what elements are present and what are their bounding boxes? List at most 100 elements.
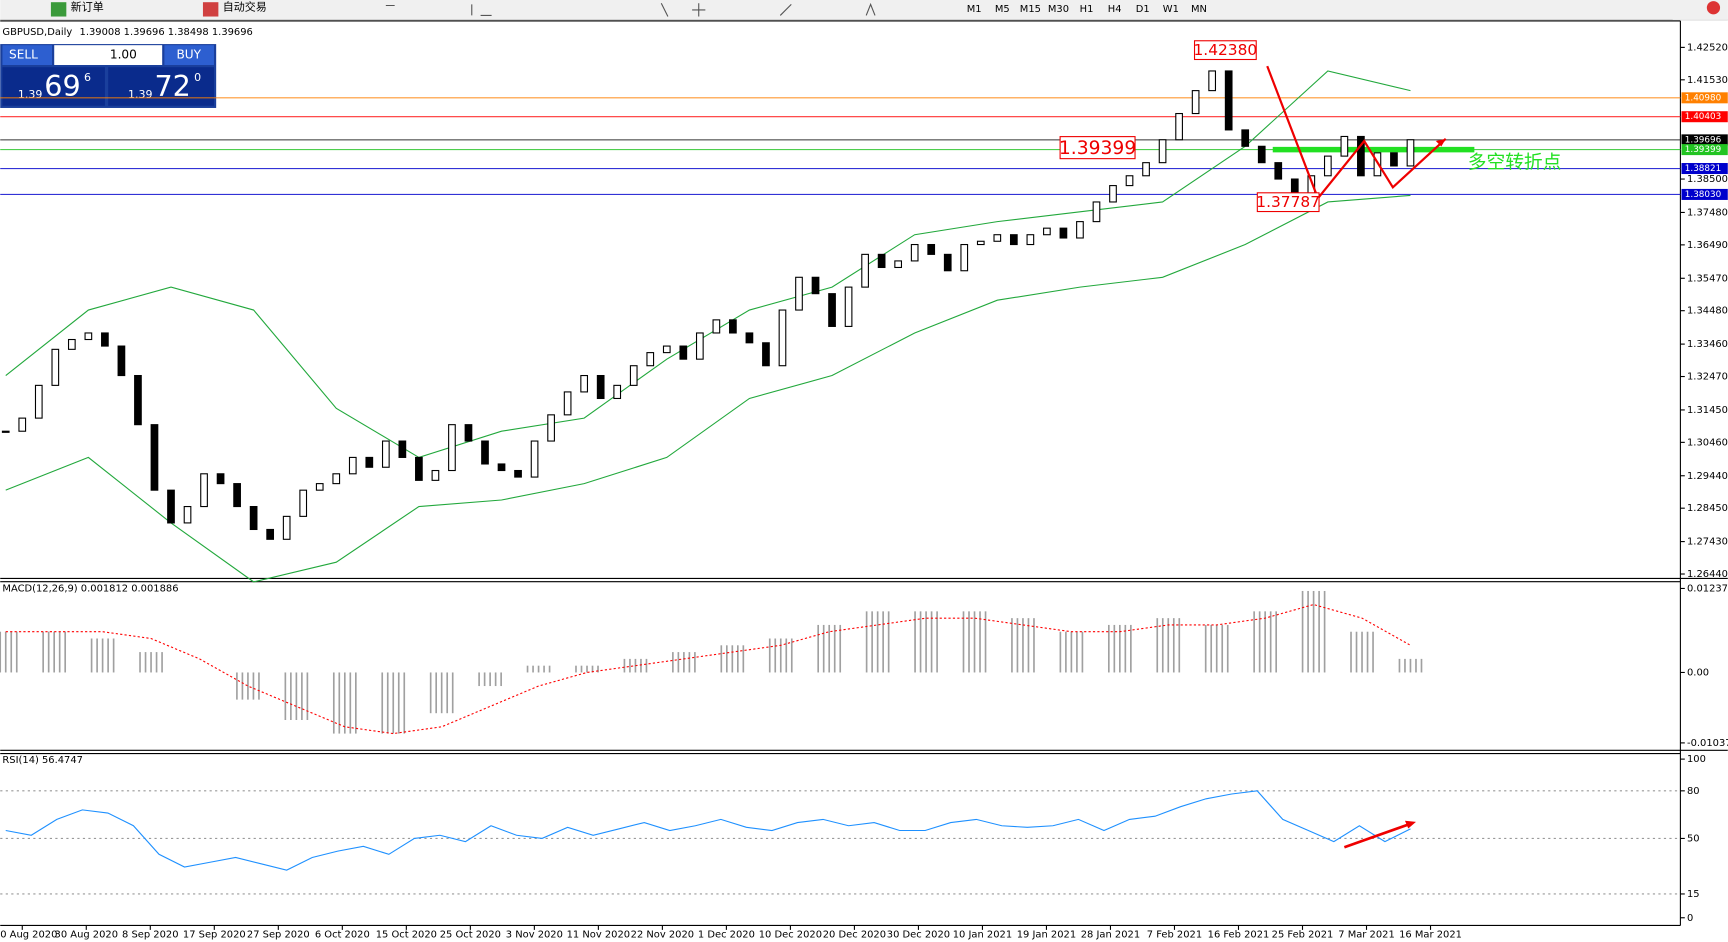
x-tick-label: 30 Aug 2020 bbox=[55, 929, 118, 940]
x-tick-label: 10 Jan 2021 bbox=[953, 929, 1012, 940]
timeframe-button[interactable]: M15 bbox=[1020, 4, 1041, 15]
candle bbox=[877, 253, 886, 269]
candle bbox=[1092, 201, 1101, 223]
x-tick-label: 16 Mar 2021 bbox=[1399, 929, 1462, 940]
auto-trading-button[interactable]: 自动交易 bbox=[223, 0, 267, 14]
y-tick-label: -0.010374 bbox=[1687, 738, 1728, 749]
timeframe-button[interactable]: MN bbox=[1191, 4, 1207, 15]
candle bbox=[1142, 162, 1150, 177]
new-order-button[interactable]: 新订单 bbox=[71, 0, 104, 14]
y-tick-label: 0 bbox=[1687, 913, 1693, 924]
y-tick-label: 50 bbox=[1687, 833, 1700, 844]
candle bbox=[299, 489, 308, 517]
buy-label[interactable]: BUY bbox=[177, 48, 202, 62]
candle bbox=[1009, 234, 1018, 246]
arrow-head bbox=[1404, 820, 1416, 829]
candle bbox=[1406, 139, 1415, 167]
candle bbox=[861, 253, 869, 288]
sell-price-big[interactable]: 1.39 bbox=[18, 88, 42, 101]
candle bbox=[976, 240, 985, 246]
candle bbox=[1175, 112, 1183, 141]
x-tick-label: 30 Dec 2020 bbox=[887, 929, 950, 940]
candle bbox=[1208, 70, 1217, 92]
x-tick-label: 19 Jan 2021 bbox=[1017, 929, 1076, 940]
candle bbox=[514, 469, 522, 478]
x-tick-label: 7 Mar 2021 bbox=[1338, 929, 1395, 940]
buy-price-big[interactable]: 1.39 bbox=[128, 88, 152, 101]
buy-price-point[interactable]: 0 bbox=[194, 71, 201, 84]
tool-icons bbox=[385, 2, 876, 17]
candle bbox=[216, 473, 225, 485]
candle bbox=[51, 348, 60, 386]
x-tick-label: 25 Oct 2020 bbox=[440, 929, 501, 940]
candle bbox=[398, 440, 407, 458]
sell-label[interactable]: SELL bbox=[9, 48, 38, 62]
y-tick-label: 1.41530 bbox=[1687, 75, 1728, 86]
candle bbox=[745, 332, 754, 344]
y-tick-label: 1.36490 bbox=[1687, 240, 1728, 251]
candle bbox=[150, 424, 159, 491]
level-tag bbox=[1681, 111, 1728, 123]
candle bbox=[1323, 155, 1332, 177]
timeframe-button[interactable]: M5 bbox=[995, 4, 1010, 15]
x-tick-label: 10 Dec 2020 bbox=[759, 929, 822, 940]
trend-arrow bbox=[1343, 821, 1414, 849]
notification-badge[interactable] bbox=[1706, 1, 1721, 15]
x-tick-label: 3 Nov 2020 bbox=[506, 929, 563, 940]
x-tick-label: 22 Nov 2020 bbox=[631, 929, 694, 940]
candle bbox=[943, 253, 952, 272]
y-tick-label: 1.29440 bbox=[1687, 471, 1728, 482]
sell-button[interactable] bbox=[2, 45, 53, 66]
candle bbox=[1076, 221, 1084, 239]
buy-button[interactable] bbox=[164, 45, 214, 66]
candle bbox=[795, 276, 803, 311]
timeframe-button[interactable]: M30 bbox=[1048, 4, 1069, 15]
candle bbox=[547, 414, 555, 442]
auto-trading-icon[interactable] bbox=[202, 2, 219, 17]
y-tick-label: 1.33460 bbox=[1687, 339, 1728, 350]
y-tick-label: 1.27430 bbox=[1687, 537, 1728, 548]
timeframe-button[interactable]: H1 bbox=[1080, 4, 1094, 15]
candle bbox=[762, 342, 770, 367]
candle bbox=[18, 417, 27, 432]
y-tick-label: 15 bbox=[1687, 889, 1700, 900]
candle bbox=[1274, 162, 1283, 180]
candle bbox=[497, 463, 506, 472]
drawing-tools bbox=[385, 2, 876, 17]
lots-input[interactable] bbox=[54, 45, 163, 66]
buy-price-box[interactable] bbox=[108, 67, 214, 106]
y-tick-label: 1.35470 bbox=[1687, 273, 1728, 284]
timeframe-button[interactable]: H4 bbox=[1108, 4, 1122, 15]
y-tick-label: 1.42520 bbox=[1687, 42, 1728, 53]
candle bbox=[448, 424, 456, 472]
candle bbox=[1059, 227, 1068, 239]
lots-value[interactable]: 1.00 bbox=[110, 48, 137, 62]
sell-price-box[interactable] bbox=[2, 67, 105, 106]
timeframe-button[interactable]: M1 bbox=[967, 4, 982, 15]
new-order-icon[interactable] bbox=[50, 2, 67, 17]
toolbar bbox=[0, 0, 1728, 20]
x-tick-label: 15 Oct 2020 bbox=[376, 929, 437, 940]
candle bbox=[1357, 135, 1365, 177]
pivot-label: 1.39399 bbox=[1059, 138, 1136, 159]
x-tick-label: 7 Feb 2021 bbox=[1147, 929, 1202, 940]
candle bbox=[1257, 145, 1266, 164]
timeframe-button[interactable]: W1 bbox=[1163, 4, 1179, 15]
candle bbox=[613, 384, 622, 400]
y-tick-label: 1.30460 bbox=[1687, 437, 1728, 448]
candle bbox=[348, 456, 357, 475]
timeframe-button[interactable]: D1 bbox=[1136, 4, 1150, 15]
candle bbox=[1158, 139, 1167, 164]
sell-price-point[interactable]: 6 bbox=[84, 71, 91, 84]
level-tag bbox=[1681, 188, 1728, 200]
pivot-box bbox=[1059, 136, 1136, 160]
y-tick-label: 100 bbox=[1687, 754, 1706, 765]
x-tick-label: 11 Nov 2020 bbox=[567, 929, 630, 940]
candle bbox=[134, 374, 142, 426]
candle bbox=[596, 374, 605, 400]
level-tag bbox=[1681, 144, 1728, 156]
candle bbox=[695, 332, 704, 360]
